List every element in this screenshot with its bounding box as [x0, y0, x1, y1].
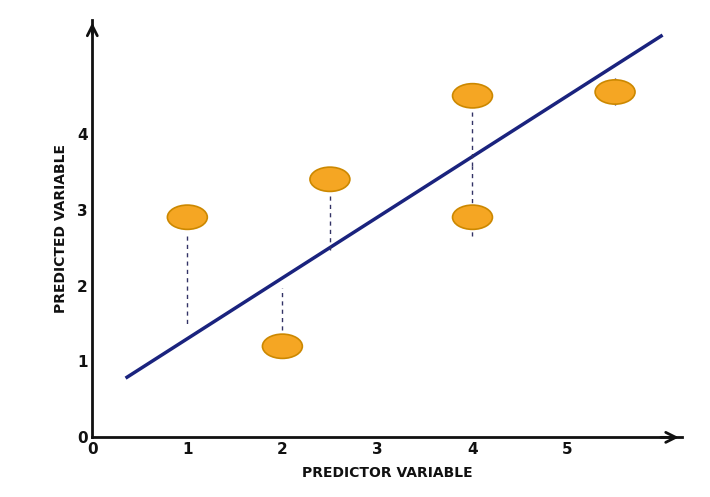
Ellipse shape: [595, 80, 635, 104]
X-axis label: PREDICTOR VARIABLE: PREDICTOR VARIABLE: [302, 466, 472, 480]
Ellipse shape: [168, 205, 207, 230]
Ellipse shape: [452, 205, 493, 230]
Y-axis label: PREDICTED VARIABLE: PREDICTED VARIABLE: [55, 144, 68, 313]
Ellipse shape: [452, 83, 493, 108]
Ellipse shape: [310, 167, 350, 191]
Ellipse shape: [263, 334, 302, 358]
